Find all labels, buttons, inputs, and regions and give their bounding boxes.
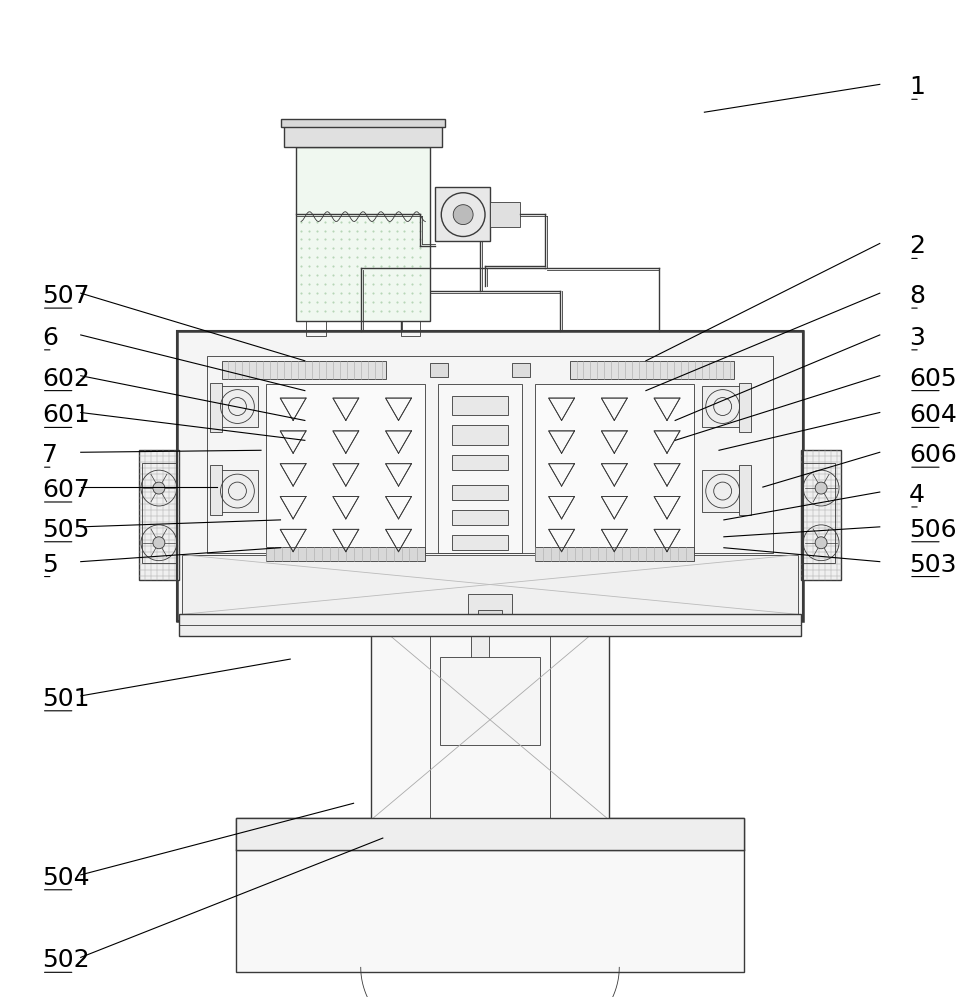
Bar <box>802 463 835 563</box>
Circle shape <box>453 205 473 225</box>
Circle shape <box>153 482 165 494</box>
Bar <box>452 425 508 445</box>
Bar <box>217 470 259 512</box>
Bar <box>452 396 508 415</box>
Text: 1: 1 <box>909 75 925 99</box>
Bar <box>452 535 508 550</box>
Text: 606: 606 <box>909 443 956 467</box>
Text: 502: 502 <box>42 948 89 972</box>
Bar <box>236 818 744 972</box>
Bar <box>490 202 519 227</box>
Text: 506: 506 <box>909 518 956 542</box>
Bar <box>435 187 490 241</box>
Bar <box>702 470 744 512</box>
Text: 3: 3 <box>909 326 925 350</box>
Bar <box>452 455 508 470</box>
Bar <box>217 386 259 427</box>
Bar <box>569 361 734 379</box>
Bar <box>236 818 744 850</box>
Bar <box>430 363 448 377</box>
Bar <box>296 147 430 321</box>
Bar <box>478 610 502 622</box>
Bar <box>267 384 425 553</box>
Bar <box>139 450 178 580</box>
Bar <box>181 555 799 614</box>
Bar <box>512 363 530 377</box>
Text: 8: 8 <box>909 284 925 308</box>
Text: 5: 5 <box>42 553 58 577</box>
Bar <box>210 383 221 432</box>
Bar <box>281 119 445 127</box>
Circle shape <box>815 482 827 494</box>
Bar <box>176 331 804 621</box>
Bar <box>221 361 385 379</box>
Bar <box>739 465 751 515</box>
Text: 604: 604 <box>909 403 956 427</box>
Bar <box>142 463 175 563</box>
Text: 601: 601 <box>42 403 89 427</box>
Bar <box>535 547 694 561</box>
Bar <box>284 125 442 147</box>
Bar <box>471 632 489 660</box>
Text: 4: 4 <box>909 483 925 507</box>
Text: 507: 507 <box>42 284 89 308</box>
Text: 602: 602 <box>42 367 89 391</box>
Text: 605: 605 <box>909 367 956 391</box>
Bar <box>535 384 694 553</box>
Bar <box>306 321 326 336</box>
Bar <box>452 485 508 500</box>
Text: 6: 6 <box>42 326 58 350</box>
Bar <box>702 386 744 427</box>
Bar <box>178 614 802 636</box>
Bar <box>468 594 512 614</box>
Circle shape <box>153 537 165 549</box>
Text: 503: 503 <box>909 553 956 577</box>
Bar <box>802 450 841 580</box>
Bar <box>739 383 751 432</box>
Text: 501: 501 <box>42 687 89 711</box>
Text: 504: 504 <box>42 866 89 890</box>
Circle shape <box>815 537 827 549</box>
Text: 505: 505 <box>42 518 89 542</box>
Bar <box>267 547 425 561</box>
Bar <box>401 321 420 336</box>
Bar <box>438 384 521 553</box>
Text: 607: 607 <box>42 478 89 502</box>
Bar <box>207 356 773 553</box>
Text: 7: 7 <box>42 443 58 467</box>
Bar <box>370 619 610 820</box>
Bar <box>452 510 508 525</box>
Text: 2: 2 <box>909 234 925 258</box>
Bar <box>210 465 221 515</box>
Bar <box>440 657 540 745</box>
Bar <box>176 331 804 621</box>
